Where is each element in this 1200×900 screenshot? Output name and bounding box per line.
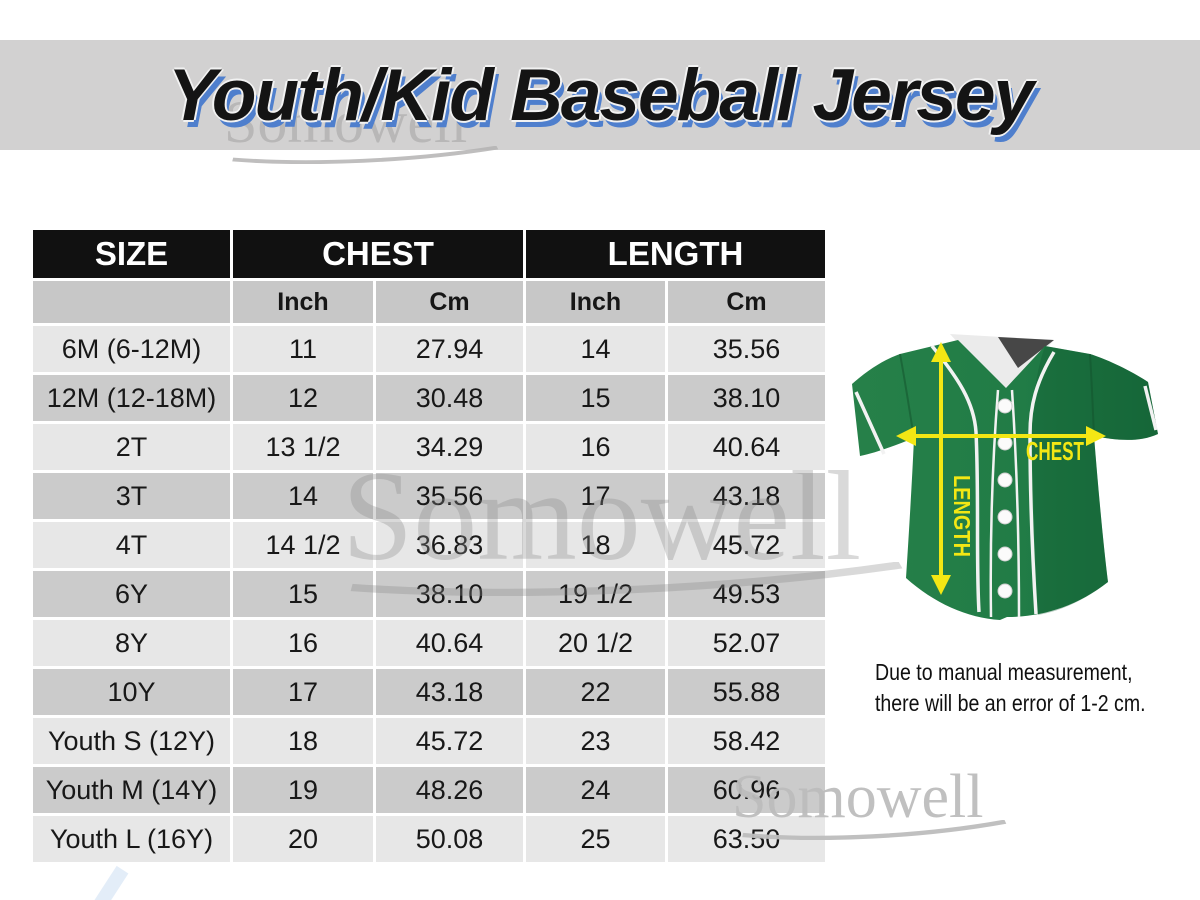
cell-length-cm: 43.18 bbox=[668, 473, 825, 519]
cell-length-cm: 35.56 bbox=[668, 326, 825, 372]
cell-length-cm: 49.53 bbox=[668, 571, 825, 617]
cell-length-cm: 55.88 bbox=[668, 669, 825, 715]
cell-length-inch: 22 bbox=[526, 669, 665, 715]
size-chart-table: SIZE CHEST LENGTH Inch Cm Inch Cm 6M (6-… bbox=[30, 227, 828, 865]
sleeve-stripe-left bbox=[854, 391, 886, 455]
cell-length-cm: 63.50 bbox=[668, 816, 825, 862]
unit-chest-inch: Inch bbox=[233, 281, 373, 323]
collar-shadow bbox=[998, 337, 1054, 368]
cell-chest-cm: 38.10 bbox=[376, 571, 523, 617]
cell-size: 4T bbox=[33, 522, 230, 568]
cell-length-cm: 58.42 bbox=[668, 718, 825, 764]
length-label: LENGTH bbox=[949, 475, 975, 557]
note-line-2: there will be an error of 1-2 cm. bbox=[875, 690, 1146, 716]
cell-size: 12M (12-18M) bbox=[33, 375, 230, 421]
cell-length-inch: 24 bbox=[526, 767, 665, 813]
decor-triangle bbox=[91, 865, 129, 900]
piping-right bbox=[1028, 351, 1056, 615]
cell-chest-cm: 40.64 bbox=[376, 620, 523, 666]
table-row: 6M (6-12M) 11 27.94 14 35.56 bbox=[33, 326, 825, 372]
cell-length-cm: 52.07 bbox=[668, 620, 825, 666]
cell-chest-inch: 19 bbox=[233, 767, 373, 813]
sleeve-stripe-right bbox=[1143, 385, 1158, 431]
col-header-length: LENGTH bbox=[526, 230, 825, 278]
unit-length-cm: Cm bbox=[668, 281, 825, 323]
table-row: Youth S (12Y) 18 45.72 23 58.42 bbox=[33, 718, 825, 764]
cell-size: 6M (6-12M) bbox=[33, 326, 230, 372]
title-banner: Somowell Youth/Kid Baseball Jersey bbox=[0, 40, 1200, 164]
cell-chest-inch: 14 bbox=[233, 473, 373, 519]
cell-size: 8Y bbox=[33, 620, 230, 666]
cell-size: Youth S (12Y) bbox=[33, 718, 230, 764]
cell-size: 3T bbox=[33, 473, 230, 519]
cell-chest-cm: 50.08 bbox=[376, 816, 523, 862]
cell-length-inch: 14 bbox=[526, 326, 665, 372]
cell-size: 6Y bbox=[33, 571, 230, 617]
note-line-1: Due to manual measurement, bbox=[875, 659, 1133, 685]
cell-chest-cm: 43.18 bbox=[376, 669, 523, 715]
chest-label: CHEST bbox=[1026, 436, 1084, 466]
cell-length-cm: 60.96 bbox=[668, 767, 825, 813]
cell-chest-cm: 34.29 bbox=[376, 424, 523, 470]
cell-chest-inch: 14 1/2 bbox=[233, 522, 373, 568]
cell-chest-inch: 18 bbox=[233, 718, 373, 764]
col-header-chest: CHEST bbox=[233, 230, 523, 278]
cell-size: Youth M (14Y) bbox=[33, 767, 230, 813]
placket-edge-right bbox=[1010, 389, 1021, 618]
table-row: 8Y 16 40.64 20 1/2 52.07 bbox=[33, 620, 825, 666]
page-title: Youth/Kid Baseball Jersey bbox=[167, 55, 1034, 136]
cell-chest-inch: 11 bbox=[233, 326, 373, 372]
table-row: 10Y 17 43.18 22 55.88 bbox=[33, 669, 825, 715]
cell-chest-cm: 45.72 bbox=[376, 718, 523, 764]
table-header-row: SIZE CHEST LENGTH bbox=[33, 230, 825, 278]
cell-length-inch: 23 bbox=[526, 718, 665, 764]
cell-chest-inch: 15 bbox=[233, 571, 373, 617]
buttons bbox=[997, 398, 1013, 599]
cell-chest-cm: 30.48 bbox=[376, 375, 523, 421]
units-spacer bbox=[33, 281, 230, 323]
unit-chest-cm: Cm bbox=[376, 281, 523, 323]
cell-length-inch: 16 bbox=[526, 424, 665, 470]
cell-length-inch: 20 1/2 bbox=[526, 620, 665, 666]
piping-left bbox=[930, 344, 981, 613]
cell-chest-cm: 36.83 bbox=[376, 522, 523, 568]
placket-edge-left bbox=[989, 389, 1000, 618]
table-row: 6Y 15 38.10 19 1/2 49.53 bbox=[33, 571, 825, 617]
jersey-diagram: CHEST LENGTH bbox=[852, 334, 1158, 620]
cell-length-inch: 25 bbox=[526, 816, 665, 862]
cell-chest-inch: 13 1/2 bbox=[233, 424, 373, 470]
cell-chest-inch: 17 bbox=[233, 669, 373, 715]
cell-size: 2T bbox=[33, 424, 230, 470]
cell-chest-inch: 12 bbox=[233, 375, 373, 421]
cell-length-inch: 18 bbox=[526, 522, 665, 568]
cell-length-inch: 19 1/2 bbox=[526, 571, 665, 617]
cell-chest-inch: 16 bbox=[233, 620, 373, 666]
table-row: 2T 13 1/2 34.29 16 40.64 bbox=[33, 424, 825, 470]
sleeve-seam-right bbox=[1089, 353, 1095, 437]
cell-length-cm: 45.72 bbox=[668, 522, 825, 568]
cell-length-inch: 15 bbox=[526, 375, 665, 421]
measurement-note: Due to manual measurement, there will be… bbox=[875, 657, 1156, 719]
cell-length-cm: 38.10 bbox=[668, 375, 825, 421]
cell-chest-cm: 48.26 bbox=[376, 767, 523, 813]
unit-length-inch: Inch bbox=[526, 281, 665, 323]
table-row: Youth L (16Y) 20 50.08 25 63.50 bbox=[33, 816, 825, 862]
cell-size: 10Y bbox=[33, 669, 230, 715]
cell-size: Youth L (16Y) bbox=[33, 816, 230, 862]
table-row: 3T 14 35.56 17 43.18 bbox=[33, 473, 825, 519]
jersey-right-shading bbox=[1032, 346, 1158, 615]
cell-chest-inch: 20 bbox=[233, 816, 373, 862]
cell-chest-cm: 27.94 bbox=[376, 326, 523, 372]
table-row: 12M (12-18M) 12 30.48 15 38.10 bbox=[33, 375, 825, 421]
col-header-size: SIZE bbox=[33, 230, 230, 278]
table-row: 4T 14 1/2 36.83 18 45.72 bbox=[33, 522, 825, 568]
cell-length-inch: 17 bbox=[526, 473, 665, 519]
table-row: Youth M (14Y) 19 48.26 24 60.96 bbox=[33, 767, 825, 813]
cell-chest-cm: 35.56 bbox=[376, 473, 523, 519]
table-units-row: Inch Cm Inch Cm bbox=[33, 281, 825, 323]
cell-length-cm: 40.64 bbox=[668, 424, 825, 470]
length-arrow bbox=[931, 342, 951, 595]
